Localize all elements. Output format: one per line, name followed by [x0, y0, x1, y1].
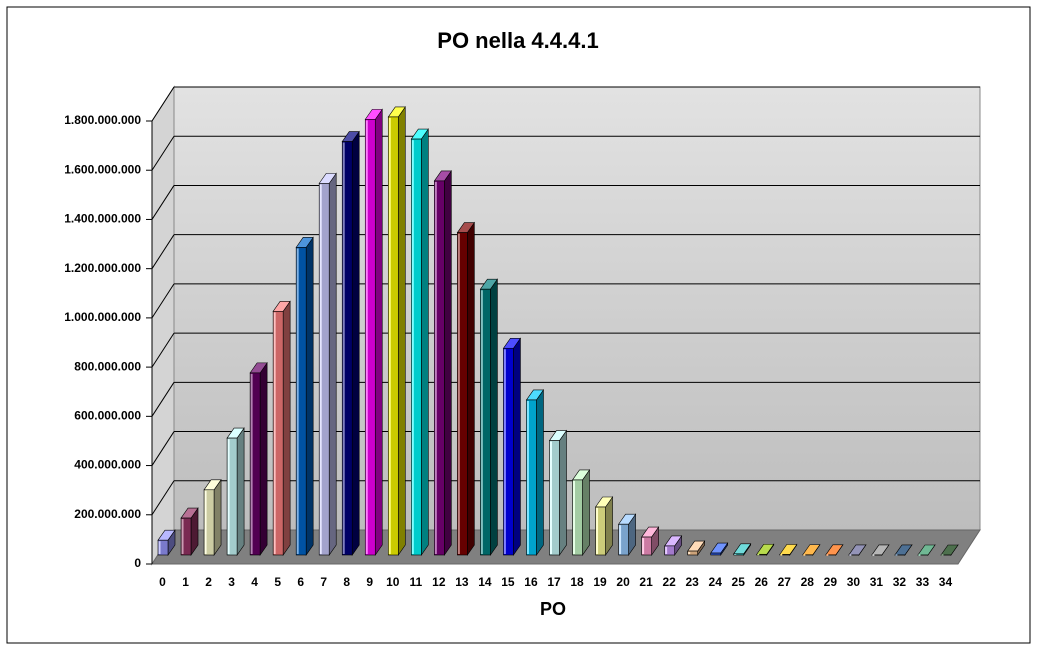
x-tick-label: 14	[478, 575, 492, 589]
x-tick-label: 19	[593, 575, 607, 589]
x-tick-label: 4	[251, 575, 258, 589]
x-tick-label: 16	[524, 575, 538, 589]
x-tick-label: 26	[755, 575, 769, 589]
side-wall	[152, 87, 174, 564]
bar-side	[513, 338, 520, 555]
bar-side	[583, 470, 590, 555]
bar-side	[237, 428, 244, 555]
bar-side	[467, 223, 474, 555]
x-tick-label: 34	[939, 575, 953, 589]
y-tick-label: 0	[134, 556, 141, 570]
y-tick-label: 1.600.000.000	[64, 162, 141, 176]
bar-side	[352, 132, 359, 555]
bar-side	[421, 129, 428, 555]
bar-side	[536, 390, 543, 555]
x-tick-label: 21	[639, 575, 653, 589]
x-tick-label: 33	[916, 575, 930, 589]
back-wall	[174, 87, 980, 530]
bar-side	[283, 301, 290, 555]
bar-side	[398, 107, 405, 555]
bar-side	[306, 237, 313, 555]
x-tick-label: 8	[343, 575, 350, 589]
bar-side	[490, 279, 497, 555]
y-tick-label: 1.000.000.000	[64, 310, 141, 324]
x-axis-label: PO	[540, 599, 566, 619]
x-tick-label: 28	[801, 575, 815, 589]
bar-side	[260, 363, 267, 555]
x-tick-label: 17	[547, 575, 561, 589]
y-tick-label: 400.000.000	[74, 458, 141, 472]
bar-side	[214, 480, 221, 555]
chart-title: PO nella 4.4.4.1	[437, 28, 598, 53]
y-tick-label: 1.400.000.000	[64, 212, 141, 226]
x-tick-label: 1	[182, 575, 189, 589]
bar-side	[444, 171, 451, 555]
y-tick-label: 1.800.000.000	[64, 113, 141, 127]
x-tick-label: 6	[297, 575, 304, 589]
x-tick-label: 3	[228, 575, 235, 589]
x-tick-label: 32	[893, 575, 907, 589]
x-tick-label: 30	[847, 575, 861, 589]
x-tick-label: 23	[685, 575, 699, 589]
x-tick-label: 5	[274, 575, 281, 589]
x-tick-label: 18	[570, 575, 584, 589]
y-tick-label: 800.000.000	[74, 359, 141, 373]
bar-side	[375, 109, 382, 555]
x-tick-label: 12	[432, 575, 446, 589]
x-tick-label: 13	[455, 575, 469, 589]
x-tick-label: 11	[409, 575, 422, 589]
x-tick-label: 20	[616, 575, 630, 589]
x-tick-label: 10	[386, 575, 400, 589]
y-tick-label: 600.000.000	[74, 409, 141, 423]
x-tick-label: 0	[159, 575, 166, 589]
x-tick-label: 22	[662, 575, 676, 589]
x-tick-label: 15	[501, 575, 515, 589]
x-tick-label: 25	[732, 575, 746, 589]
y-tick-label: 1.200.000.000	[64, 261, 141, 275]
bar-side	[329, 173, 336, 555]
x-tick-label: 2	[205, 575, 212, 589]
bar-side	[559, 431, 566, 555]
y-tick-label: 200.000.000	[74, 507, 141, 521]
x-tick-label: 24	[709, 575, 723, 589]
x-tick-label: 9	[366, 575, 373, 589]
x-tick-label: 27	[778, 575, 792, 589]
x-tick-label: 31	[870, 575, 884, 589]
x-tick-label: 7	[320, 575, 327, 589]
x-tick-label: 29	[824, 575, 838, 589]
